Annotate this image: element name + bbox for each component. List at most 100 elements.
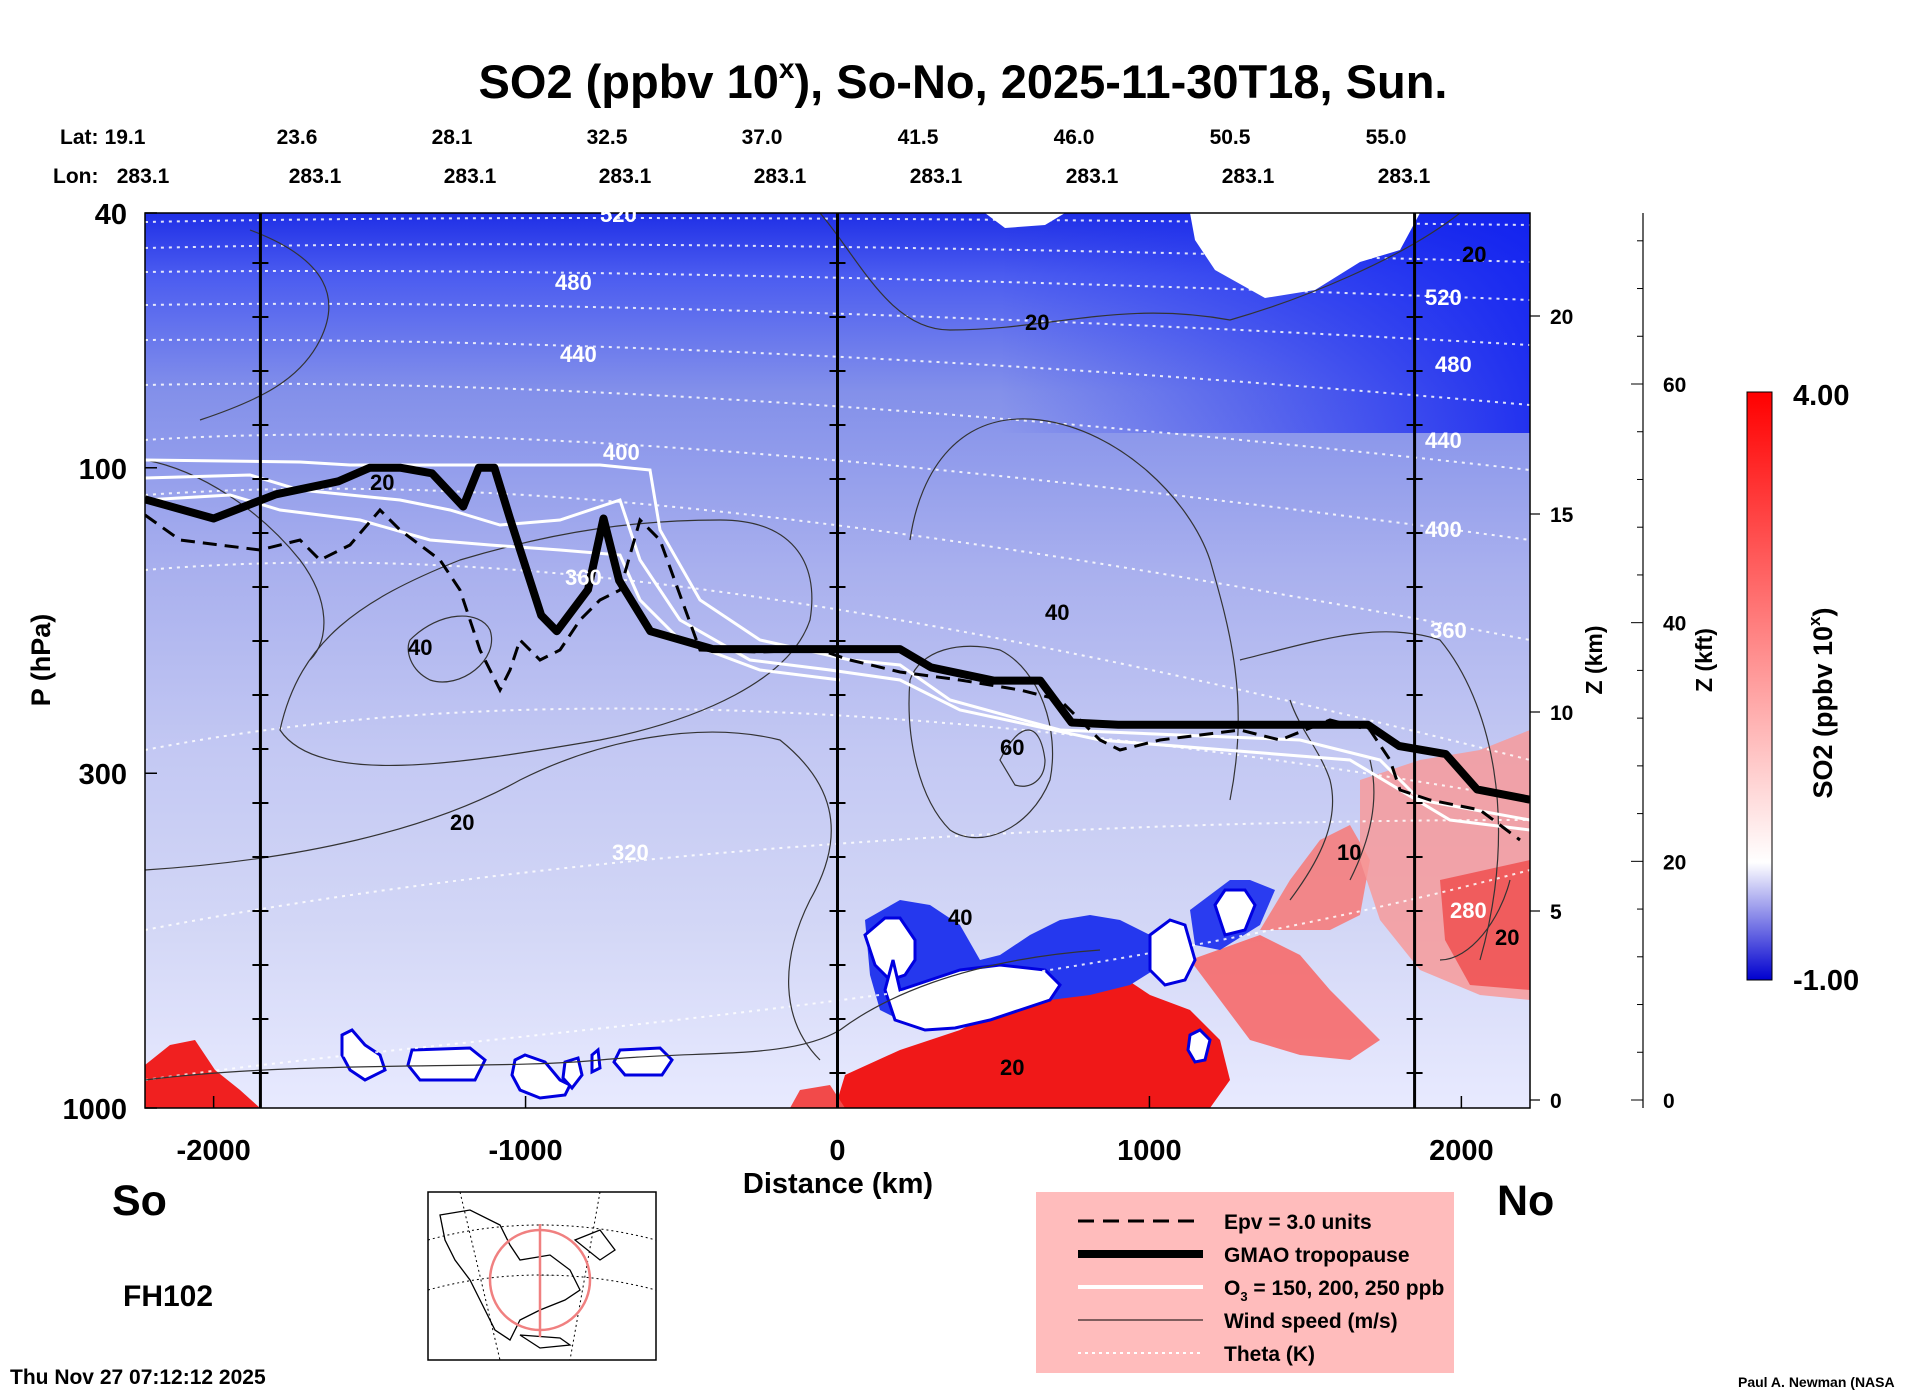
forecast-hour: FH102 xyxy=(123,1280,213,1313)
y-axis: 40 100 300 1000 xyxy=(62,199,157,1126)
theta-label: 400 xyxy=(603,440,640,465)
lat-value: 50.5 xyxy=(1210,126,1251,149)
theta-label: 480 xyxy=(555,270,592,295)
theta-label: 440 xyxy=(1425,428,1462,453)
lat-value: 55.0 xyxy=(1366,126,1407,149)
x-tick-label: -2000 xyxy=(177,1135,251,1167)
theta-label: 360 xyxy=(565,565,602,590)
colorbar-min-label: -1.00 xyxy=(1793,965,1859,997)
so2-white-patch-9 xyxy=(561,1056,584,1091)
wind-label: 40 xyxy=(408,635,432,660)
y-tick-label: 40 xyxy=(95,199,127,231)
lat-value: 32.5 xyxy=(587,126,628,149)
lon-value: 283.1 xyxy=(444,165,497,188)
wind-label: 20 xyxy=(1462,242,1486,267)
credit: Paul A. Newman (NASA xyxy=(1738,1374,1895,1390)
lat-value: 23.6 xyxy=(277,126,318,149)
x-axis: -2000 -1000 0 1000 2000 xyxy=(177,1096,1494,1167)
so2-white-patch-7 xyxy=(406,1046,487,1082)
legend-label-wind: Wind speed (m/s) xyxy=(1224,1310,1398,1333)
z-km-tick-label: 20 xyxy=(1550,306,1573,329)
lat-value: 28.1 xyxy=(432,126,473,149)
map-inset-caption: Northern Hemisphere section map xyxy=(540,1274,556,1277)
theta-label: 360 xyxy=(1430,618,1467,643)
y-tick-label: 300 xyxy=(79,759,127,791)
x-tick-label: 1000 xyxy=(1117,1135,1182,1167)
z-kft-label: Z (kft) xyxy=(1691,628,1717,692)
wind-label: 60 xyxy=(1000,735,1024,760)
so2-white-patch-4 xyxy=(1213,888,1257,937)
so2-white-patch-11 xyxy=(612,1046,674,1077)
so2-red-plume xyxy=(835,975,1230,1108)
z-km-tick-label: 0 xyxy=(1550,1090,1562,1113)
contour-labels: 520 480 440 400 360 320 280 520 480 440 … xyxy=(370,202,1519,1080)
z-kft-tick-label: 60 xyxy=(1663,374,1686,397)
y-axis-label: P (hPa) xyxy=(26,614,56,707)
theta-label: 280 xyxy=(1450,898,1487,923)
wind-label: 40 xyxy=(948,905,972,930)
section-lines xyxy=(252,213,1423,1108)
missing-data-patch xyxy=(985,213,1420,298)
wind-label: 20 xyxy=(1495,925,1519,950)
theta-label: 440 xyxy=(560,342,597,367)
south-label: So xyxy=(112,1177,167,1225)
so2-right-red-core xyxy=(1440,860,1530,990)
colorbar xyxy=(1746,391,1773,981)
lon-value: 283.1 xyxy=(910,165,963,188)
so2-red-spot-3 xyxy=(790,1085,845,1108)
wind-speed-contours xyxy=(145,213,1511,1081)
colorbar-label: SO2 (ppbv 10x) xyxy=(1805,607,1838,798)
colorbar-max-label: 4.00 xyxy=(1793,380,1849,412)
z-kft-tick-label: 0 xyxy=(1663,1090,1675,1113)
lat-value: 46.0 xyxy=(1054,126,1095,149)
y-tick-label: 100 xyxy=(79,454,127,486)
theta-label: 520 xyxy=(600,202,637,227)
lon-value: 283.1 xyxy=(1222,165,1275,188)
lon-value: 283.1 xyxy=(754,165,807,188)
x-tick-label: 0 xyxy=(829,1135,845,1167)
lon-value: 283.1 xyxy=(117,165,170,188)
so2-white-patch-5 xyxy=(1186,1028,1212,1064)
lat-row-label: Lat: xyxy=(60,126,99,149)
wind-label: 20 xyxy=(450,810,474,835)
legend-label-epv: Epv = 3.0 units xyxy=(1224,1211,1372,1234)
lat-value: 19.1 xyxy=(105,126,146,149)
so2-white-patch-10 xyxy=(590,1047,602,1075)
wind-label: 10 xyxy=(1337,840,1361,865)
z-km-label: Z (km) xyxy=(1581,626,1607,695)
wind-label: 20 xyxy=(370,470,394,495)
lon-value: 283.1 xyxy=(1378,165,1431,188)
z-km-tick-label: 10 xyxy=(1550,702,1573,725)
lon-row-label: Lon: xyxy=(53,165,98,188)
z-km-axis: 0 5 10 15 20 xyxy=(1530,306,1574,1113)
lon-value: 283.1 xyxy=(289,165,342,188)
x-tick-label: 2000 xyxy=(1429,1135,1494,1167)
wind-label: 20 xyxy=(1000,1055,1024,1080)
north-label: No xyxy=(1497,1177,1554,1225)
theta-label: 480 xyxy=(1435,352,1472,377)
so2-red-plume-3 xyxy=(1260,825,1370,930)
so2-white-patch xyxy=(863,916,917,982)
theta-label: 520 xyxy=(1425,285,1462,310)
lat-lon-header: 19.1 23.6 28.1 32.5 37.0 41.5 46.0 50.5 55.0 283.… xyxy=(105,126,1431,188)
z-kft-tick-label: 20 xyxy=(1663,851,1686,874)
tropopause-line xyxy=(145,463,1530,804)
wind-label: 20 xyxy=(1025,310,1049,335)
z-kft-tick-label: 40 xyxy=(1663,613,1686,636)
chart-title: SO2 (ppbv 10x), So-No, 2025-11-30T18, Su… xyxy=(479,53,1448,108)
lat-value: 41.5 xyxy=(898,126,939,149)
theta-label: 400 xyxy=(1425,517,1462,542)
so2-red-plume-2 xyxy=(1190,935,1380,1060)
y-tick-label: 1000 xyxy=(62,1094,127,1126)
z-kft-axis: 0 20 40 60 xyxy=(1631,213,1686,1113)
epv-dashed-line xyxy=(145,507,1521,842)
wind-label: 40 xyxy=(1045,600,1069,625)
z-km-tick-label: 5 xyxy=(1550,901,1562,924)
legend-label-theta: Theta (K) xyxy=(1224,1343,1315,1366)
lat-value: 37.0 xyxy=(742,126,783,149)
legend-label-ozone: O3 = 150, 200, 250 ppb xyxy=(1224,1277,1444,1304)
so2-white-patch-3 xyxy=(1148,918,1197,987)
theta-contours xyxy=(145,217,1530,1081)
x-tick-label: -1000 xyxy=(488,1135,562,1167)
